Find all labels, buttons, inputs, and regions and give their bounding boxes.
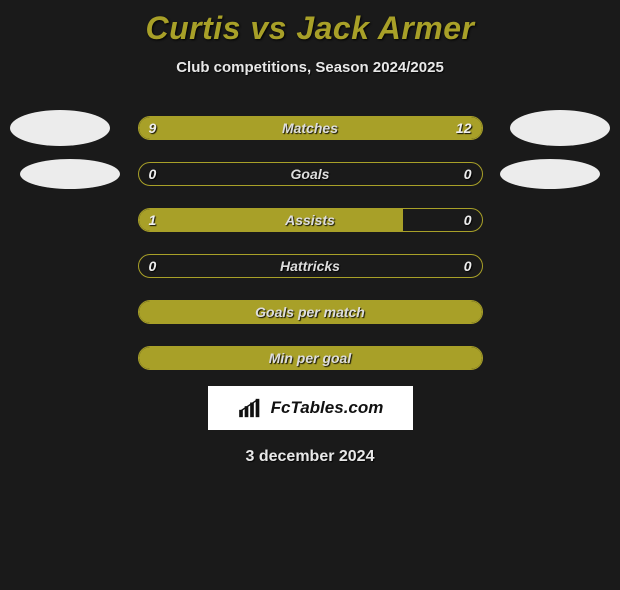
date-label: 3 december 2024 xyxy=(0,448,620,466)
player-photo-placeholder xyxy=(10,110,110,146)
brand-badge: FcTables.com xyxy=(208,386,413,430)
stat-bar: 1 0 Assists xyxy=(138,208,483,232)
page-title: Curtis vs Jack Armer xyxy=(0,10,620,47)
stat-value-right: 0 xyxy=(464,212,472,228)
stat-row: 0 0 Goals xyxy=(0,162,620,186)
stat-bar-left-fill xyxy=(139,209,403,231)
player-photo-placeholder xyxy=(510,110,610,146)
stat-label: Min per goal xyxy=(269,350,351,366)
player-photo-placeholder xyxy=(500,159,600,189)
stat-value-left: 1 xyxy=(149,212,157,228)
stats-container: 9 12 Matches 0 0 Goals 1 0 Assists 0 0 Hattricks Goa… xyxy=(0,116,620,370)
stat-bar: Goals per match xyxy=(138,300,483,324)
stat-value-right: 12 xyxy=(456,120,472,136)
stat-value-right: 0 xyxy=(464,258,472,274)
stat-label: Assists xyxy=(285,212,335,228)
stat-bar: 0 0 Goals xyxy=(138,162,483,186)
brand-logo-icon xyxy=(237,397,267,419)
stat-value-left: 0 xyxy=(149,166,157,182)
stat-label: Goals xyxy=(291,166,330,182)
stat-bar-left-fill xyxy=(139,117,276,139)
stat-row: Min per goal xyxy=(0,346,620,370)
stat-row: 1 0 Assists xyxy=(0,208,620,232)
stat-label: Goals per match xyxy=(255,304,365,320)
stat-row: 9 12 Matches xyxy=(0,116,620,140)
stat-value-left: 9 xyxy=(149,120,157,136)
stat-value-right: 0 xyxy=(464,166,472,182)
stat-label: Hattricks xyxy=(280,258,340,274)
brand-text: FcTables.com xyxy=(271,398,384,418)
stat-row: 0 0 Hattricks xyxy=(0,254,620,278)
stat-label: Matches xyxy=(282,120,338,136)
stat-value-left: 0 xyxy=(149,258,157,274)
stat-bar: 9 12 Matches xyxy=(138,116,483,140)
player-photo-placeholder xyxy=(20,159,120,189)
stat-bar: 0 0 Hattricks xyxy=(138,254,483,278)
stat-bar: Min per goal xyxy=(138,346,483,370)
stat-row: Goals per match xyxy=(0,300,620,324)
page-subtitle: Club competitions, Season 2024/2025 xyxy=(0,59,620,76)
